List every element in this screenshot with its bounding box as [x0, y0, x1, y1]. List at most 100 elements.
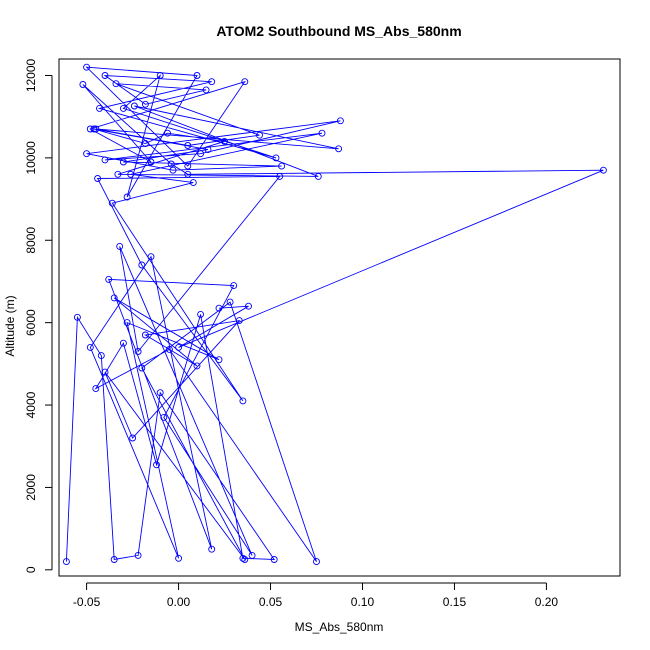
data-point [215, 356, 223, 364]
data-point [119, 158, 127, 166]
data-point [86, 125, 94, 133]
data-point [202, 86, 210, 94]
data-point [239, 397, 247, 405]
data-point [138, 364, 146, 372]
data-point [169, 166, 177, 174]
x-tick-label: 0.10 [351, 595, 375, 609]
data-point [313, 558, 320, 566]
data-point [86, 343, 94, 351]
data-point [73, 313, 81, 321]
data-point [83, 150, 91, 158]
data-point [278, 162, 286, 170]
data-point [167, 160, 175, 168]
data-point [134, 551, 142, 559]
data-point [90, 125, 98, 133]
y-tick-label: 0 [24, 566, 38, 573]
x-axis: -0.05 0.00 0.05 0.10 0.15 0.20 [73, 582, 559, 609]
series-lines [65, 66, 604, 562]
y-axis: 0 2000 4000 6000 8000 10000 12000 [24, 58, 53, 573]
data-point [184, 142, 192, 149]
data-point [156, 72, 164, 79]
data-point [314, 172, 322, 180]
data-point [101, 368, 109, 376]
data-point [138, 261, 146, 269]
y-tick-label: 8000 [24, 227, 38, 254]
data-point [241, 78, 249, 86]
x-axis-label: MS_Abs_580nm [295, 620, 384, 634]
data-point [108, 199, 116, 207]
data-point [248, 551, 256, 559]
series-line [65, 66, 604, 562]
data-point [197, 150, 205, 158]
data-point [204, 146, 212, 154]
data-point [96, 104, 103, 112]
data-point [245, 302, 252, 310]
data-point [208, 78, 216, 86]
data-point [189, 179, 197, 187]
data-point [215, 304, 223, 312]
data-point [114, 170, 122, 178]
y-tick-label: 2000 [24, 474, 38, 501]
data-point [335, 145, 343, 153]
data-point [160, 413, 168, 421]
data-point [175, 343, 183, 351]
data-point [276, 172, 284, 180]
data-point [226, 298, 234, 306]
data-point [153, 461, 160, 469]
data-point [83, 63, 91, 71]
data-point [165, 345, 173, 353]
data-point [256, 131, 263, 139]
data-point [318, 129, 326, 137]
data-point [184, 162, 192, 170]
data-point [112, 80, 120, 88]
data-point [101, 156, 109, 164]
data-point [134, 348, 142, 355]
data-point [221, 137, 228, 145]
data-point [79, 81, 87, 88]
data-point [141, 140, 149, 147]
data-point [123, 319, 131, 327]
x-tick-label: 0.20 [535, 595, 559, 609]
data-point [230, 282, 238, 290]
data-point [336, 117, 344, 125]
data-point [197, 310, 205, 318]
plot-frame [58, 58, 621, 577]
data-point [241, 556, 249, 563]
data-point [599, 166, 607, 174]
data-point [105, 275, 113, 283]
data-point [116, 242, 124, 250]
data-point [129, 434, 137, 442]
data-point [62, 558, 70, 566]
data-point [110, 294, 118, 302]
data-point [147, 253, 155, 261]
data-point [156, 389, 164, 397]
data-point [127, 170, 135, 178]
data-point [119, 339, 127, 347]
data-point [270, 556, 278, 563]
data-point [184, 170, 192, 178]
data-point [208, 545, 216, 553]
y-axis-label: Altitude (m) [3, 295, 17, 356]
x-tick-label: 0.15 [443, 595, 467, 609]
data-point [141, 331, 149, 339]
data-point [235, 317, 243, 325]
y-tick-label: 10000 [24, 141, 38, 175]
data-point [164, 129, 171, 137]
y-tick-label: 12000 [24, 58, 38, 92]
y-tick-label: 4000 [24, 391, 38, 418]
data-point [147, 158, 155, 166]
data-point [193, 72, 201, 79]
x-tick-label: 0.00 [167, 595, 191, 609]
data-point [101, 72, 109, 79]
data-point [193, 362, 201, 370]
data-point [94, 175, 102, 182]
data-point [110, 556, 118, 563]
y-tick-label: 6000 [24, 309, 38, 336]
data-point [123, 193, 131, 201]
data-point [175, 554, 183, 562]
data-points [62, 63, 607, 566]
data-point [272, 154, 280, 162]
data-point [119, 104, 127, 112]
data-point [92, 385, 100, 393]
